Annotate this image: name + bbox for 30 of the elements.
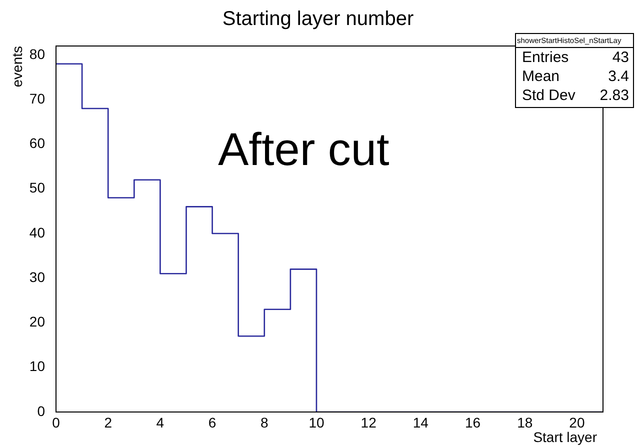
y-axis-title: events bbox=[9, 46, 25, 88]
x-axis-title: Start layer bbox=[533, 428, 598, 445]
y-tick-label: 50 bbox=[29, 180, 46, 196]
annotation: Mean bbox=[522, 67, 560, 86]
x-tick-label: 10 bbox=[308, 414, 324, 430]
y-tick-label: 60 bbox=[29, 135, 46, 152]
x-tick-label: 16 bbox=[464, 414, 481, 430]
chart-title: Starting layer number bbox=[222, 8, 414, 30]
y-tick-label: 70 bbox=[29, 90, 46, 106]
text: 3.4 bbox=[608, 67, 629, 86]
y-tick-label: 10 bbox=[29, 358, 46, 374]
y-tick-label: 20 bbox=[29, 314, 46, 330]
y-tick-label: 80 bbox=[29, 46, 46, 62]
y-tick-label: 30 bbox=[29, 268, 46, 285]
x-tick-label: 14 bbox=[412, 414, 429, 430]
y-tick-label: 0 bbox=[37, 402, 46, 419]
x-tick-label: 2 bbox=[104, 414, 112, 430]
annotation: Entries bbox=[522, 48, 569, 67]
text: 43 bbox=[612, 48, 629, 67]
annotation: After cut bbox=[218, 123, 390, 175]
x-tick-label: 0 bbox=[52, 414, 60, 430]
x-tick-label: 4 bbox=[156, 414, 164, 430]
x-tick-label: 8 bbox=[260, 414, 268, 430]
annotation: 2.83 bbox=[600, 86, 629, 105]
annotation: Std Dev bbox=[522, 86, 576, 105]
y-tick-label: 40 bbox=[29, 224, 46, 240]
x-tick-label: 18 bbox=[517, 414, 533, 430]
x-tick-label: 6 bbox=[208, 414, 216, 430]
x-tick-label: 20 bbox=[569, 414, 585, 430]
x-tick-label: 12 bbox=[360, 414, 377, 430]
